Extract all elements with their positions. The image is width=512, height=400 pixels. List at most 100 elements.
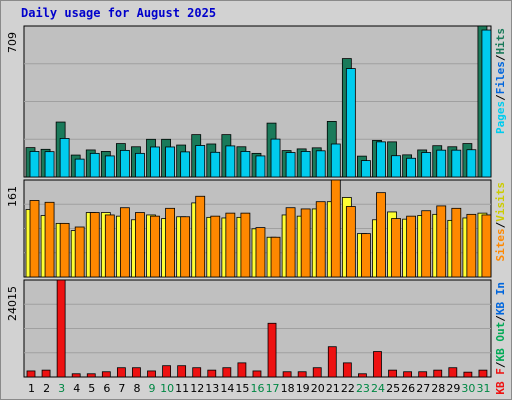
files-bar <box>165 146 175 178</box>
kbf-bar <box>373 351 382 378</box>
day-tick-label: 15 <box>235 382 249 395</box>
files-bar <box>330 143 341 178</box>
day-tick-label: 3 <box>58 382 65 395</box>
sites-bar <box>150 215 160 278</box>
day-tick-label: 22 <box>341 382 355 395</box>
day-tick-label: 20 <box>311 382 325 395</box>
sites-bar <box>59 222 70 278</box>
kbf-bar <box>147 370 156 378</box>
kbf-bar <box>448 367 458 378</box>
day-tick-label: 13 <box>205 382 219 395</box>
day-tick-label: 4 <box>73 382 80 395</box>
kbf-bar <box>222 367 232 378</box>
day-tick-label: 28 <box>431 382 445 395</box>
files-bar <box>119 149 130 178</box>
sites-bar <box>451 207 462 278</box>
day-tick-label: 23 <box>356 382 370 395</box>
files-bar <box>59 138 70 178</box>
sites-bar <box>361 233 371 278</box>
sites-bar <box>481 214 492 278</box>
graph-title: Daily usage for August 2025 <box>21 6 217 20</box>
files-bar <box>240 151 251 178</box>
hits-max-label: 709 <box>6 32 19 53</box>
files-bar <box>315 150 326 178</box>
day-tick-label: 27 <box>416 382 430 395</box>
sites-bar <box>376 192 386 278</box>
files-bar <box>135 152 145 178</box>
hits-side-label: Pages/Files/Hits <box>494 28 507 134</box>
sites-bar <box>391 218 401 278</box>
files-bar <box>29 151 40 178</box>
files-bar <box>210 151 221 178</box>
kbf-bar <box>342 362 352 378</box>
day-tick-label: 2 <box>43 382 50 395</box>
sites-bar <box>74 226 85 278</box>
files-bar <box>361 160 371 178</box>
day-tick-label: 21 <box>326 382 340 395</box>
files-bar <box>451 149 462 178</box>
visits-side-label: Sites/Visits <box>494 182 507 262</box>
kbf-bar <box>26 370 36 378</box>
kbf-bar <box>207 369 217 378</box>
day-tick-label: 30 <box>461 382 475 395</box>
files-bar <box>255 155 266 178</box>
files-bar <box>74 158 85 178</box>
kbf-bar <box>403 371 413 378</box>
kbf-bar <box>41 369 51 378</box>
kbf-bar <box>433 369 443 378</box>
day-tick-label: 16 <box>251 382 265 395</box>
sites-bar <box>29 200 40 278</box>
day-tick-label: 12 <box>190 382 204 395</box>
kbf-bar <box>101 371 111 378</box>
files-bar <box>89 152 100 178</box>
files-bar <box>44 151 55 178</box>
files-bar <box>104 155 115 178</box>
day-tick-label: 6 <box>103 382 110 395</box>
files-bar <box>406 157 417 178</box>
files-bar <box>270 138 281 178</box>
kbf-bar <box>297 371 307 378</box>
kbf-bar <box>162 365 171 378</box>
kbf-bar <box>463 371 473 378</box>
files-bar <box>195 145 206 178</box>
kbf-bar <box>86 373 96 378</box>
sites-bar <box>436 205 447 278</box>
kbf-bar <box>282 371 292 378</box>
day-tick-label: 7 <box>118 382 125 395</box>
files-bar <box>376 141 386 178</box>
kbf-bar <box>312 367 322 378</box>
kbf-bar <box>71 373 81 378</box>
files-bar <box>481 29 492 178</box>
sites-bar <box>165 207 175 278</box>
visits-max-label: 161 <box>6 186 19 207</box>
sites-bar <box>421 210 432 278</box>
day-tick-label: 18 <box>281 382 295 395</box>
day-tick-label: 5 <box>88 382 95 395</box>
sites-bar <box>135 212 145 278</box>
day-tick-label: 11 <box>175 382 189 395</box>
sites-bar <box>89 212 100 278</box>
kbf-bar <box>478 369 488 378</box>
sites-bar <box>240 212 251 278</box>
files-bar <box>300 151 311 178</box>
kbf-bar <box>177 365 187 378</box>
sites-bar <box>255 227 266 278</box>
day-tick-label: 19 <box>296 382 310 395</box>
day-tick-label: 17 <box>266 382 280 395</box>
day-tick-label: 8 <box>133 382 140 395</box>
kbytes-side-label: KB F/KB Out/KB In <box>494 282 507 395</box>
day-tick-label: 14 <box>220 382 234 395</box>
kbf-bar <box>56 279 66 378</box>
sites-bar <box>104 214 115 278</box>
sites-bar <box>466 213 477 278</box>
day-tick-label: 1 <box>28 382 35 395</box>
day-tick-label: 29 <box>446 382 460 395</box>
kbf-bar <box>132 367 141 378</box>
sites-bar <box>345 206 356 278</box>
kbf-bar <box>116 367 126 378</box>
day-tick-label: 25 <box>386 382 400 395</box>
files-bar <box>180 151 191 178</box>
sites-bar <box>44 201 55 278</box>
sites-bar <box>270 236 281 278</box>
